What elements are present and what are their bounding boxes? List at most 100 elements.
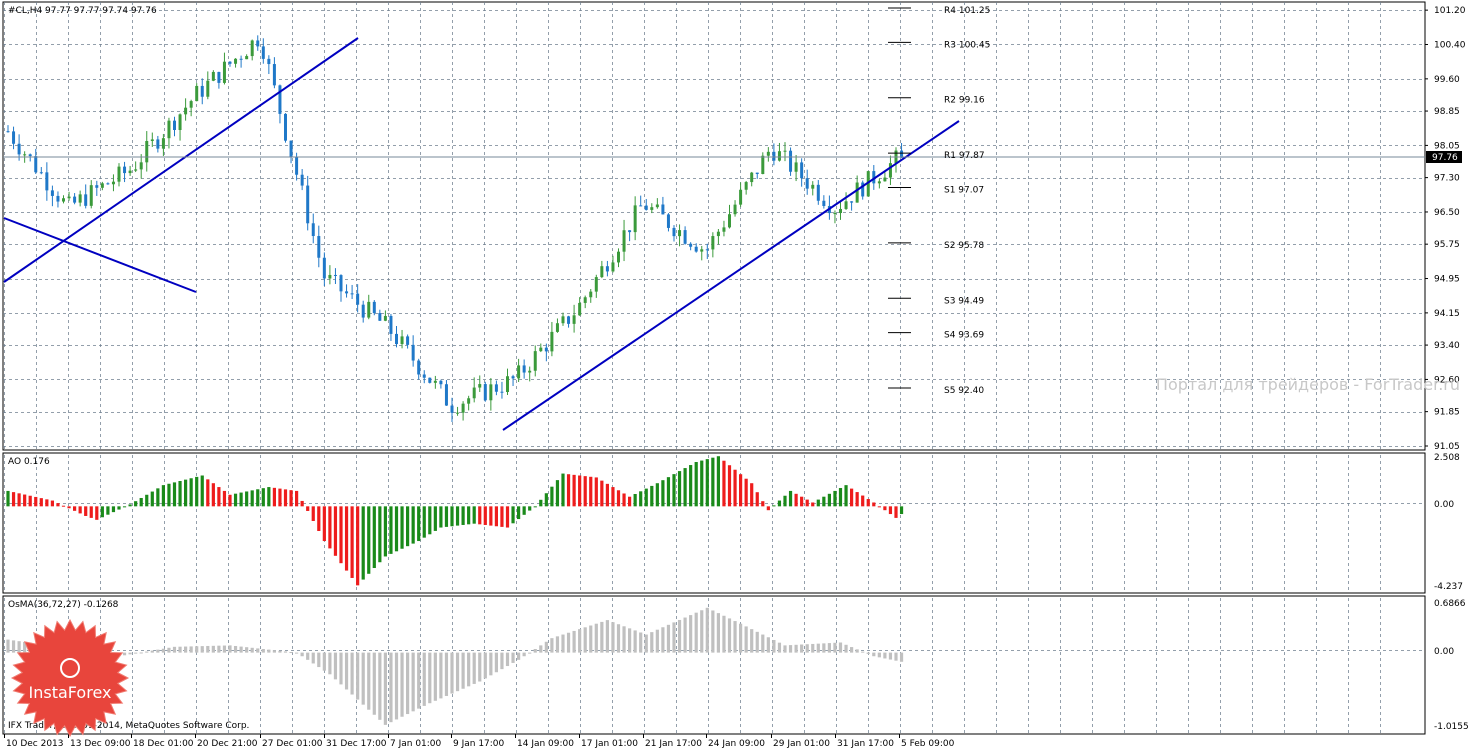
- candle-body: [272, 64, 276, 86]
- candle-body: [805, 178, 809, 189]
- candle-body: [794, 162, 798, 172]
- ao-bar: [139, 497, 143, 507]
- osma-bar: [128, 652, 132, 655]
- ao-bar: [500, 506, 504, 527]
- osma-bar: [461, 652, 465, 689]
- candle-body: [333, 274, 337, 276]
- candle-body: [383, 315, 387, 321]
- osma-bar: [289, 652, 293, 654]
- osma-bar: [172, 646, 177, 653]
- ao-bar: [733, 469, 737, 507]
- trendline-up-december[interactable]: [3, 37, 359, 283]
- ao-bar: [195, 476, 199, 507]
- ao-panel-header: AO 0.176: [8, 457, 50, 467]
- candle-body: [567, 316, 571, 324]
- time-tick-label: 17 Jan 01:00: [581, 739, 638, 749]
- ao-tick-label: 2.508: [1434, 453, 1460, 463]
- osma-bar: [267, 649, 271, 653]
- candle-body: [222, 61, 226, 83]
- ao-bar: [283, 489, 288, 507]
- ao-bar: [45, 499, 49, 507]
- candle-body: [217, 71, 221, 83]
- ao-bar: [361, 506, 365, 580]
- candle-body: [389, 315, 393, 334]
- osma-bar: [628, 628, 632, 653]
- osma-bar: [444, 652, 449, 696]
- time-tick-label: 5 Feb 09:00: [901, 739, 955, 749]
- ao-bar: [594, 477, 598, 507]
- ao-bar: [655, 483, 659, 507]
- ao-bar: [394, 506, 399, 552]
- osma-bar: [650, 632, 654, 653]
- osma-bar: [272, 650, 276, 653]
- osma-bar: [228, 645, 232, 653]
- osma-bar: [666, 624, 671, 653]
- time-tick-label: 10 Dec 2013: [6, 739, 64, 749]
- time-tick-label: 14 Jan 09:00: [517, 739, 574, 749]
- osma-bar: [389, 652, 393, 723]
- candle-body: [572, 315, 576, 324]
- candle-body: [611, 262, 615, 272]
- osma-bar: [356, 652, 360, 700]
- ao-bar: [555, 480, 560, 507]
- osma-bar: [433, 652, 437, 701]
- ao-bar: [811, 502, 815, 507]
- osma-histogram: [6, 607, 904, 725]
- ao-bar: [489, 506, 493, 526]
- time-tick-label: 20 Dec 21:00: [197, 739, 258, 749]
- candle-body: [128, 170, 132, 174]
- osma-bar: [333, 652, 338, 680]
- ao-bar: [295, 490, 299, 507]
- ao-bar: [184, 479, 188, 507]
- ao-bar: [239, 492, 243, 507]
- candle-body: [289, 140, 293, 157]
- osma-bar: [550, 638, 554, 653]
- candle-body: [145, 141, 149, 163]
- candle-body: [461, 403, 465, 413]
- candle-body: [783, 150, 787, 152]
- osma-bar: [306, 652, 310, 660]
- ao-bar: [350, 506, 354, 578]
- osma-bar: [378, 652, 382, 720]
- candle-body: [173, 120, 176, 130]
- candle-body: [134, 169, 138, 171]
- candle-body: [866, 171, 870, 197]
- candle-body: [178, 114, 182, 130]
- ao-bar: [838, 488, 843, 507]
- osma-bar: [195, 646, 199, 653]
- candle-body: [739, 189, 743, 205]
- osma-bar: [689, 615, 693, 653]
- osma-bar: [17, 641, 21, 653]
- osma-bar: [572, 630, 576, 653]
- ao-bar: [61, 505, 66, 507]
- trendline-up-january[interactable]: [502, 120, 960, 431]
- ao-bar: [367, 506, 371, 574]
- candle-body: [106, 183, 110, 185]
- ao-bar: [200, 475, 204, 507]
- time-tick-label: 9 Jan 17:00: [453, 739, 505, 749]
- osma-bar: [583, 627, 587, 653]
- ao-bar: [23, 494, 27, 507]
- osma-bar: [883, 652, 887, 659]
- osma-bar: [594, 623, 598, 653]
- candle-body: [239, 58, 243, 60]
- ao-bar: [583, 476, 587, 507]
- grid: [3, 2, 1425, 733]
- price-axis: 101.20 100.40 99.60 98.85 98.05 97.30 96.50 95.…: [1425, 6, 1468, 732]
- osma-bar: [844, 644, 848, 653]
- ao-bar: [73, 506, 77, 511]
- ao-bar: [578, 475, 582, 507]
- ao-bar: [117, 506, 121, 510]
- osma-bar: [344, 652, 349, 690]
- ao-bar: [899, 506, 904, 515]
- osma-bar: [522, 652, 526, 657]
- candle-body: [506, 376, 509, 393]
- trendline-down-december[interactable]: [3, 217, 197, 293]
- osma-bar: [578, 629, 582, 653]
- candle-body: [378, 313, 382, 321]
- candle-body: [450, 405, 454, 413]
- main-panel-header: #CL,H4 97.77 97.77 97.74 97.76: [8, 6, 157, 16]
- candle-body: [511, 376, 515, 379]
- candle-body: [23, 154, 27, 156]
